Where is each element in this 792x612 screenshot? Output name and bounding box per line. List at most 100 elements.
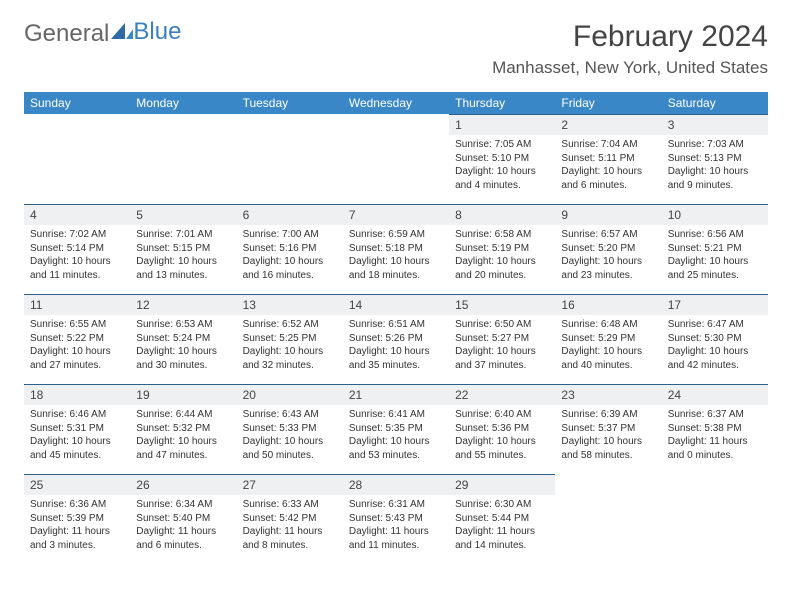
sunrise-text: Sunrise: 7:05 AM [455,138,549,152]
day-info: Sunrise: 6:30 AMSunset: 5:44 PMDaylight:… [449,495,555,558]
sunrise-text: Sunrise: 6:34 AM [136,498,230,512]
daylight-text-2: and 16 minutes. [243,269,337,283]
day-number: 12 [130,294,236,315]
calendar-cell: 6Sunrise: 7:00 AMSunset: 5:16 PMDaylight… [237,204,343,294]
day-number: 23 [555,384,661,405]
sunset-text: Sunset: 5:40 PM [136,512,230,526]
calendar-cell: 27Sunrise: 6:33 AMSunset: 5:42 PMDayligh… [237,474,343,564]
daylight-text-2: and 3 minutes. [30,539,124,553]
weekday-header: Friday [555,92,661,114]
sunset-text: Sunset: 5:31 PM [30,422,124,436]
day-number: 25 [24,474,130,495]
daylight-text-2: and 32 minutes. [243,359,337,373]
day-info: Sunrise: 6:37 AMSunset: 5:38 PMDaylight:… [662,405,768,468]
daylight-text: Daylight: 10 hours [455,165,549,179]
day-info: Sunrise: 7:01 AMSunset: 5:15 PMDaylight:… [130,225,236,288]
calendar-cell: 3Sunrise: 7:03 AMSunset: 5:13 PMDaylight… [662,114,768,204]
calendar-cell: 22Sunrise: 6:40 AMSunset: 5:36 PMDayligh… [449,384,555,474]
daylight-text-2: and 50 minutes. [243,449,337,463]
day-number: 27 [237,474,343,495]
day-number: 16 [555,294,661,315]
day-number: 1 [449,114,555,135]
day-number: 21 [343,384,449,405]
day-number: 9 [555,204,661,225]
daylight-text: Daylight: 10 hours [136,435,230,449]
calendar-cell: 8Sunrise: 6:58 AMSunset: 5:19 PMDaylight… [449,204,555,294]
sunset-text: Sunset: 5:33 PM [243,422,337,436]
calendar-cell: 21Sunrise: 6:41 AMSunset: 5:35 PMDayligh… [343,384,449,474]
sunset-text: Sunset: 5:19 PM [455,242,549,256]
day-info: Sunrise: 6:52 AMSunset: 5:25 PMDaylight:… [237,315,343,378]
sunrise-text: Sunrise: 6:52 AM [243,318,337,332]
calendar-cell: 5Sunrise: 7:01 AMSunset: 5:15 PMDaylight… [130,204,236,294]
calendar-cell: 12Sunrise: 6:53 AMSunset: 5:24 PMDayligh… [130,294,236,384]
calendar-cell: 26Sunrise: 6:34 AMSunset: 5:40 PMDayligh… [130,474,236,564]
sunset-text: Sunset: 5:25 PM [243,332,337,346]
calendar-cell: 17Sunrise: 6:47 AMSunset: 5:30 PMDayligh… [662,294,768,384]
calendar-row: 11Sunrise: 6:55 AMSunset: 5:22 PMDayligh… [24,294,768,384]
day-number: 2 [555,114,661,135]
calendar-cell: .. [343,114,449,204]
daylight-text-2: and 4 minutes. [455,179,549,193]
daylight-text: Daylight: 10 hours [455,345,549,359]
sunrise-text: Sunrise: 6:50 AM [455,318,549,332]
location: Manhasset, New York, United States [492,58,768,78]
day-info: Sunrise: 6:43 AMSunset: 5:33 PMDaylight:… [237,405,343,468]
weekday-header: Thursday [449,92,555,114]
day-info: Sunrise: 6:44 AMSunset: 5:32 PMDaylight:… [130,405,236,468]
sunset-text: Sunset: 5:35 PM [349,422,443,436]
daylight-text: Daylight: 10 hours [455,255,549,269]
sunset-text: Sunset: 5:32 PM [136,422,230,436]
day-number: 11 [24,294,130,315]
sunset-text: Sunset: 5:37 PM [561,422,655,436]
month-title: February 2024 [492,20,768,54]
calendar-cell: 13Sunrise: 6:52 AMSunset: 5:25 PMDayligh… [237,294,343,384]
daylight-text: Daylight: 11 hours [30,525,124,539]
sunrise-text: Sunrise: 6:57 AM [561,228,655,242]
weekday-header: Wednesday [343,92,449,114]
calendar-table: Sunday Monday Tuesday Wednesday Thursday… [24,92,768,564]
daylight-text-2: and 47 minutes. [136,449,230,463]
daylight-text-2: and 20 minutes. [455,269,549,283]
calendar-cell: 7Sunrise: 6:59 AMSunset: 5:18 PMDaylight… [343,204,449,294]
calendar-cell: 2Sunrise: 7:04 AMSunset: 5:11 PMDaylight… [555,114,661,204]
day-info: Sunrise: 6:46 AMSunset: 5:31 PMDaylight:… [24,405,130,468]
daylight-text-2: and 23 minutes. [561,269,655,283]
sunrise-text: Sunrise: 6:36 AM [30,498,124,512]
sunset-text: Sunset: 5:22 PM [30,332,124,346]
sunrise-text: Sunrise: 6:33 AM [243,498,337,512]
sunset-text: Sunset: 5:30 PM [668,332,762,346]
sunrise-text: Sunrise: 6:53 AM [136,318,230,332]
daylight-text-2: and 11 minutes. [30,269,124,283]
day-info: Sunrise: 6:48 AMSunset: 5:29 PMDaylight:… [555,315,661,378]
weekday-header: Tuesday [237,92,343,114]
day-info: Sunrise: 7:05 AMSunset: 5:10 PMDaylight:… [449,135,555,198]
calendar-cell: 20Sunrise: 6:43 AMSunset: 5:33 PMDayligh… [237,384,343,474]
daylight-text: Daylight: 11 hours [455,525,549,539]
day-number: 8 [449,204,555,225]
day-number: 6 [237,204,343,225]
daylight-text: Daylight: 10 hours [561,165,655,179]
daylight-text: Daylight: 10 hours [136,345,230,359]
day-info: Sunrise: 6:55 AMSunset: 5:22 PMDaylight:… [24,315,130,378]
logo-text-1: General [24,20,109,48]
sunrise-text: Sunrise: 6:47 AM [668,318,762,332]
day-number: 20 [237,384,343,405]
day-info: Sunrise: 6:41 AMSunset: 5:35 PMDaylight:… [343,405,449,468]
day-info: Sunrise: 6:59 AMSunset: 5:18 PMDaylight:… [343,225,449,288]
calendar-cell: 18Sunrise: 6:46 AMSunset: 5:31 PMDayligh… [24,384,130,474]
logo: General Blue [24,20,181,48]
sunrise-text: Sunrise: 6:44 AM [136,408,230,422]
sunrise-text: Sunrise: 7:01 AM [136,228,230,242]
daylight-text-2: and 25 minutes. [668,269,762,283]
sunrise-text: Sunrise: 6:51 AM [349,318,443,332]
day-info: Sunrise: 6:51 AMSunset: 5:26 PMDaylight:… [343,315,449,378]
sunrise-text: Sunrise: 6:48 AM [561,318,655,332]
day-info: Sunrise: 6:53 AMSunset: 5:24 PMDaylight:… [130,315,236,378]
daylight-text-2: and 9 minutes. [668,179,762,193]
day-info: Sunrise: 6:47 AMSunset: 5:30 PMDaylight:… [662,315,768,378]
sunset-text: Sunset: 5:36 PM [455,422,549,436]
daylight-text-2: and 53 minutes. [349,449,443,463]
day-number: 29 [449,474,555,495]
daylight-text: Daylight: 10 hours [561,435,655,449]
